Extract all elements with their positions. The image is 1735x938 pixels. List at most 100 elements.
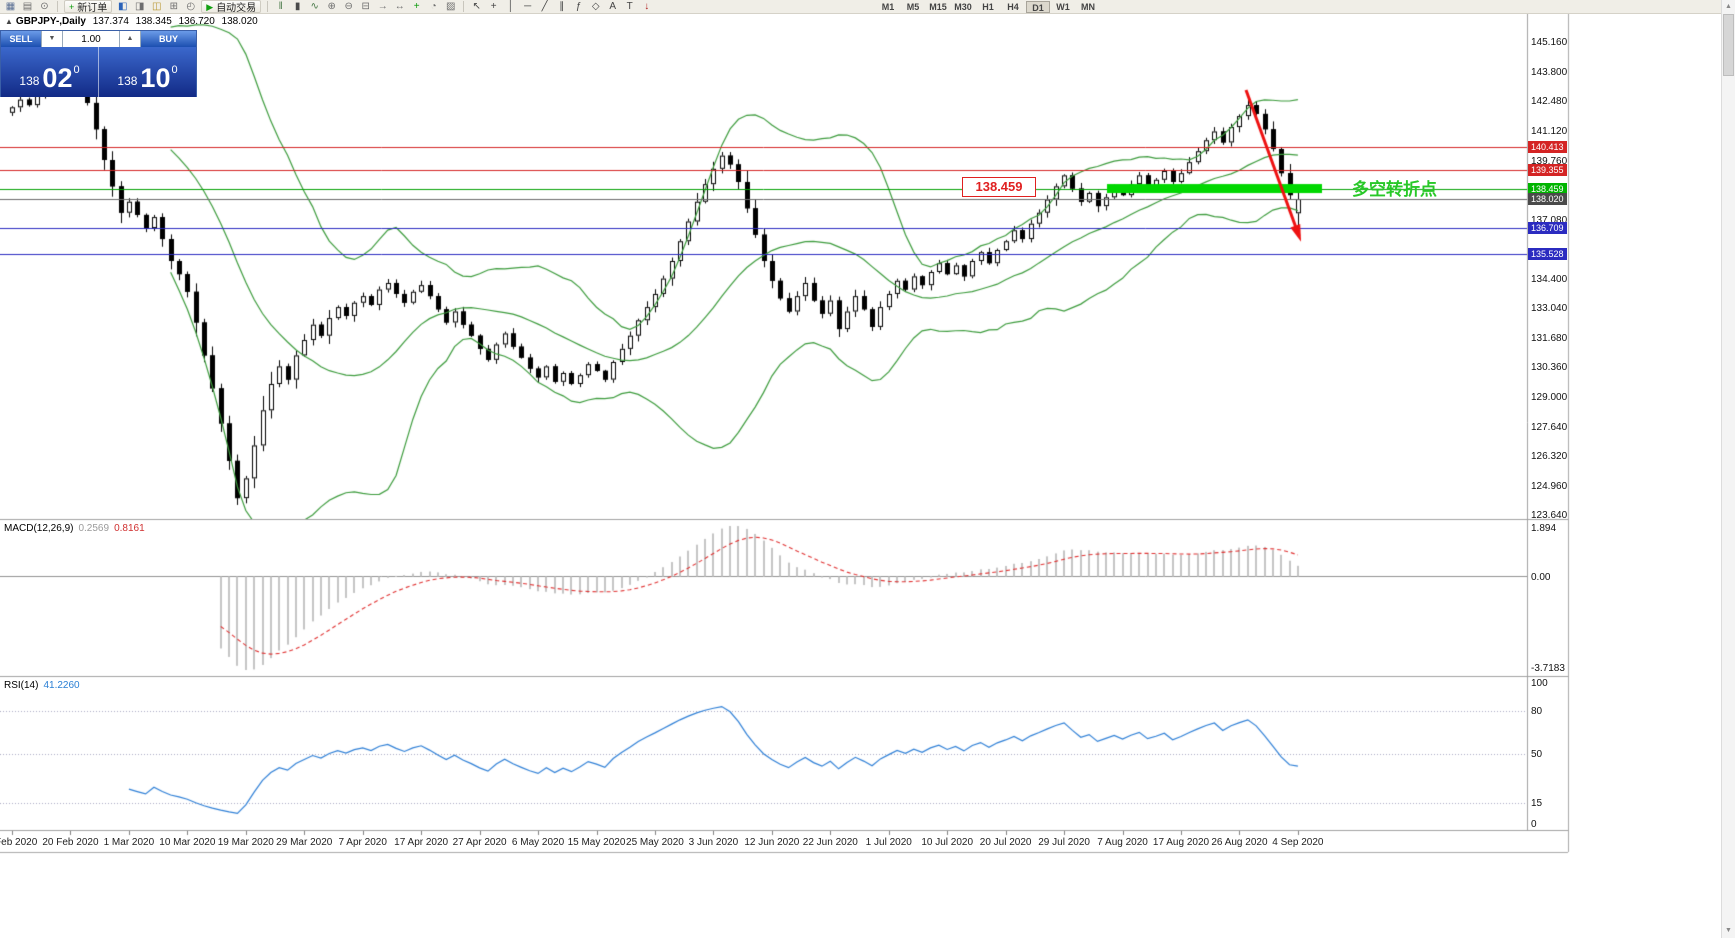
price-level-badge: 138.459 xyxy=(1528,183,1567,196)
trade-controls-row: SELL ▼ ▲ BUY xyxy=(1,31,196,47)
macd-axis-label: 0.00 xyxy=(1531,571,1551,583)
channel-icon[interactable]: ∥ xyxy=(559,0,565,12)
vertical-scrollbar[interactable]: ▲ ▼ xyxy=(1721,0,1735,938)
new-order-button[interactable]: + 新订单 xyxy=(64,0,113,14)
date-axis-label: 22 Jun 2020 xyxy=(802,837,858,848)
ohlc-open: 137.374 xyxy=(92,16,129,27)
date-axis-label: 20 Feb 2020 xyxy=(42,837,99,848)
sell-price-button[interactable]: 138 02 0 xyxy=(1,47,99,97)
timeframe-button-m1[interactable]: M1 xyxy=(881,1,895,12)
new-chart-icon[interactable]: ▦ xyxy=(5,0,16,12)
label-icon[interactable]: T xyxy=(626,0,633,12)
autotrade-button[interactable]: ▶ 自动交易 xyxy=(201,0,262,14)
trendline-icon[interactable]: ╱ xyxy=(541,0,548,12)
price-axis-label: 124.960 xyxy=(1531,480,1568,492)
price-axis-label: 145.160 xyxy=(1531,37,1568,49)
timeframe-button-m30[interactable]: M30 xyxy=(954,1,972,12)
zoom-out-icon[interactable]: ⊖ xyxy=(344,0,353,12)
price-axis-label: 134.400 xyxy=(1531,273,1568,285)
navigator-icon[interactable]: ◫ xyxy=(152,0,162,12)
date-axis-label: 19 Mar 2020 xyxy=(217,837,274,848)
rsi-value: 41.2260 xyxy=(43,680,80,691)
toolbar-timeframes: M1 M5 M15 M30 H1 H4 D1 W1 MN xyxy=(876,0,1100,13)
timeframe-button-d1[interactable]: D1 xyxy=(1026,0,1050,13)
timeframe-button-h1[interactable]: H1 xyxy=(982,1,994,12)
timeframe-button-m5[interactable]: M5 xyxy=(906,1,920,12)
refresh-icon[interactable]: ⊙ xyxy=(40,0,49,12)
data-window-icon[interactable]: ◨ xyxy=(135,0,145,12)
date-axis-label: 3 Jun 2020 xyxy=(688,837,739,848)
text-icon[interactable]: A xyxy=(609,0,617,12)
buy-price-integer: 138 xyxy=(117,74,138,88)
templates-icon[interactable]: ▨ xyxy=(445,0,456,12)
indicators-icon[interactable]: + xyxy=(413,0,420,12)
vertical-line-icon[interactable]: │ xyxy=(507,0,514,12)
price-level-badge: 135.528 xyxy=(1528,247,1567,260)
date-axis-label: 27 Apr 2020 xyxy=(452,837,507,848)
buy-price-pips: 10 xyxy=(140,63,171,94)
date-axis-label: 15 May 2020 xyxy=(567,837,626,848)
turning-point-annotation[interactable]: 多空转折点 xyxy=(1352,180,1437,199)
chart-shift-icon[interactable]: ↔ xyxy=(394,0,405,12)
sell-price-integer: 138 xyxy=(19,74,40,88)
lot-decrease-button[interactable]: ▼ xyxy=(41,31,63,47)
rsi-indicator-header: RSI(14) 41.2260 xyxy=(4,680,80,691)
price-axis-label: 137.080 xyxy=(1531,214,1568,226)
terminal-icon[interactable]: ⊞ xyxy=(169,0,178,12)
buy-price-fraction: 0 xyxy=(171,64,178,76)
timeframe-button-h4[interactable]: H4 xyxy=(1007,1,1019,12)
chart-title: ▲ GBPJPY-,Daily 137.374 138.345 136.720 1… xyxy=(5,16,262,27)
buy-price-button[interactable]: 138 10 0 xyxy=(99,47,196,97)
date-axis[interactable]: 1 Feb 2020 20 Feb 2020 1 Mar 2020 10 Mar 20… xyxy=(0,831,1527,852)
bar-chart-icon[interactable]: ‖ xyxy=(278,0,283,12)
toolbar-separator xyxy=(57,1,58,12)
new-order-button-label: 新订单 xyxy=(77,3,108,14)
fibonacci-icon[interactable]: ƒ xyxy=(575,0,582,12)
lot-size-input[interactable] xyxy=(63,31,119,47)
rsi-axis-label: 80 xyxy=(1531,706,1543,718)
cursor-icon[interactable]: ↖ xyxy=(472,0,481,12)
market-watch-icon[interactable]: ◧ xyxy=(118,0,128,12)
ohlc-low: 136.720 xyxy=(178,16,215,27)
autotrade-button-label: 自动交易 xyxy=(216,3,257,14)
timeframe-button-m15[interactable]: M15 xyxy=(929,1,947,12)
scroll-down-icon[interactable]: ▼ xyxy=(1725,927,1732,934)
date-axis-label: 1 Jul 2020 xyxy=(865,837,912,848)
rsi-axis-label: 15 xyxy=(1531,797,1543,809)
price-axis-label: 123.640 xyxy=(1531,509,1568,521)
horizontal-line-icon[interactable]: ─ xyxy=(524,0,532,12)
timeframe-button-w1[interactable]: W1 xyxy=(1056,1,1070,12)
candlestick-chart-icon[interactable]: ▮ xyxy=(294,0,301,12)
zoom-in-icon[interactable]: ⊕ xyxy=(327,0,336,12)
price-callout-label[interactable]: 138.459 xyxy=(962,177,1036,197)
one-click-trading-panel: SELL ▼ ▲ BUY 138 02 0 138 10 0 xyxy=(0,30,197,97)
date-axis-label: 1 Mar 2020 xyxy=(103,837,155,848)
ohlc-close: 138.020 xyxy=(221,16,258,27)
auto-scroll-icon[interactable]: → xyxy=(377,0,388,12)
date-axis-label: 10 Jul 2020 xyxy=(921,837,974,848)
lot-increase-button[interactable]: ▲ xyxy=(119,31,141,47)
crosshair-icon[interactable]: + xyxy=(490,0,497,12)
macd-signal-value: 0.8161 xyxy=(114,523,145,534)
tile-windows-icon[interactable]: ⊟ xyxy=(361,0,370,12)
date-axis-label: 12 Jun 2020 xyxy=(744,837,800,848)
strategy-tester-icon[interactable]: ◴ xyxy=(186,0,196,12)
chevron-down-icon: ▼ xyxy=(48,35,56,42)
shapes-icon[interactable]: ◇ xyxy=(591,0,600,12)
timeframe-button-mn[interactable]: MN xyxy=(1081,1,1095,12)
date-axis-label: 1 Feb 2020 xyxy=(0,837,38,848)
sell-button[interactable]: SELL xyxy=(1,31,41,47)
scroll-up-icon[interactable]: ▲ xyxy=(1725,3,1732,10)
arrows-icon[interactable]: ↓ xyxy=(644,0,650,12)
line-chart-icon[interactable]: ∿ xyxy=(310,0,319,12)
price-axis-label: 129.000 xyxy=(1531,392,1568,404)
date-axis-label: 4 Sep 2020 xyxy=(1272,837,1324,848)
scrollbar-thumb[interactable] xyxy=(1723,14,1734,76)
toolbar-icon-groups: ▦ ▤ ⊙ + 新订单 ◧ ◨ ◫ ⊞ ◴ ▶ 自动交易 ‖ ▮ ∿ ⊕ ⊖ ⊟ → ↔ + ◔ ▨ ↖ + │ ─ ╱ ∥ ƒ ◇ A T ↓ xyxy=(2,0,655,14)
macd-axis-label: -3.7183 xyxy=(1531,663,1565,674)
profiles-icon[interactable]: ▤ xyxy=(22,0,33,12)
buy-button[interactable]: BUY xyxy=(141,31,196,47)
price-axis-label: 141.120 xyxy=(1531,126,1568,138)
periods-icon[interactable]: ◔ xyxy=(430,0,437,12)
